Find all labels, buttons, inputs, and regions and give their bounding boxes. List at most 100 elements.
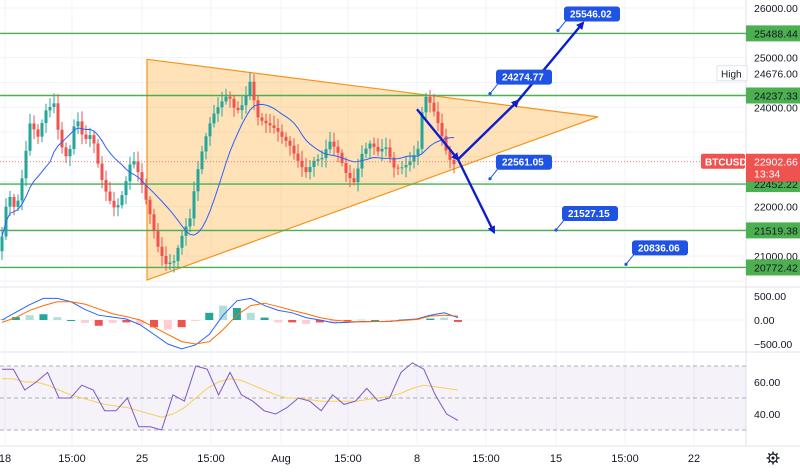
candle-body [100,163,104,180]
target-callout [562,206,618,222]
macd-histogram-bar [150,320,158,328]
candle-body [196,169,200,192]
candle-body [392,157,396,168]
macd-histogram-bar [11,317,20,320]
candle-body [320,158,324,160]
candle-body [24,150,28,179]
candle-body [192,191,196,219]
target-callout-label: 22561.05 [502,158,544,169]
macd-axis-tick: −500.00 [754,339,792,351]
candle-body [144,185,148,200]
candle-body [348,172,352,179]
candle-body [436,111,440,124]
candle-body [268,123,272,126]
last-price-tag [746,153,800,182]
candle-body [68,149,72,157]
callout-anchor [624,262,628,266]
target-callout-label: 24274.77 [502,73,544,84]
settings-gear-icon[interactable] [766,451,780,465]
macd-histogram-bar [39,314,48,320]
time-axis-tick: 15:00 [197,453,225,465]
candle-body [300,160,304,168]
time-axis-tick: 22 [688,453,700,465]
time-axis-tick: 15:00 [334,453,362,465]
candle-body [396,167,400,169]
macd-histogram-bar [108,320,117,323]
gear-ring [768,453,778,463]
price-axis-tick: 26000.00 [754,3,798,15]
candle-body [256,100,260,118]
candle-body [260,117,264,121]
candle-body [20,178,24,201]
countdown-label: 13:34 [754,169,780,181]
macd-histogram-bar [25,315,34,320]
candle-body [140,172,144,186]
time-axis-tick: Aug [271,453,291,465]
rsi-axis-tick: 60.00 [754,377,780,389]
candle-body [136,161,140,173]
macd-histogram-bar [177,320,186,328]
macd-histogram-bar [288,320,297,323]
arrow-breakdown [416,108,460,161]
macd-histogram-bar [426,318,435,320]
macd-histogram-bar [232,308,241,320]
macd-histogram-bar [371,320,380,321]
candle-body [56,103,60,130]
target-callout [564,6,620,22]
macd-histogram-bar [191,320,200,321]
candle-body [248,81,252,97]
callout-anchor [488,92,492,96]
candle-body [212,113,216,124]
candle-body [384,147,388,149]
candle-body [112,200,116,208]
high-value: 24676.00 [754,69,798,81]
level-price-tag-label: 24237.33 [754,90,798,102]
candle-body [316,159,320,161]
candle-body [280,131,284,137]
target-callout [496,154,552,170]
price-axis-tick: 25000.00 [754,53,798,65]
level-price-tag-label: 25488.44 [754,28,798,40]
gear-tooth [767,452,771,456]
candle-body [124,181,128,196]
time-axis-tick: 15:00 [611,453,639,465]
macd-histogram-bar [94,320,103,326]
macd-histogram-bar [80,320,89,323]
candle-body [328,141,332,150]
arrow-target-25546 [517,21,585,102]
macd-histogram-bar [440,317,449,320]
macd-histogram-bar [67,320,76,321]
gear-hub [771,456,775,460]
gear-tooth [775,460,779,464]
candle-body [168,262,172,264]
macd-histogram-bar [315,320,324,323]
candle-body [236,107,240,111]
macd-histogram-bar [357,319,366,321]
macd-histogram-bar [329,320,338,323]
callout-pointer [625,254,635,265]
candle-body [272,125,276,129]
candle-body [276,128,280,132]
candle-body [352,178,356,183]
candle-body [96,143,100,164]
callout-anchor [488,177,492,181]
macd-histogram-bar [205,312,214,320]
rsi-ma-line [2,378,459,418]
callout-pointer [557,20,567,31]
candle-body [172,261,176,263]
candle-body [220,101,224,108]
candle-body [264,120,268,124]
callout-anchor [554,228,558,232]
candle-body [116,205,120,208]
candle-body [88,135,92,140]
macd-signal-line [1,301,459,345]
level-price-tag [746,259,800,276]
symbol-tag-label: BTCUSD [705,158,747,169]
candle-body [16,200,20,207]
candle-body [12,196,16,207]
candle-body [288,140,292,146]
candle-body [188,218,192,227]
candle-body [332,141,336,147]
candle-body [412,155,416,162]
